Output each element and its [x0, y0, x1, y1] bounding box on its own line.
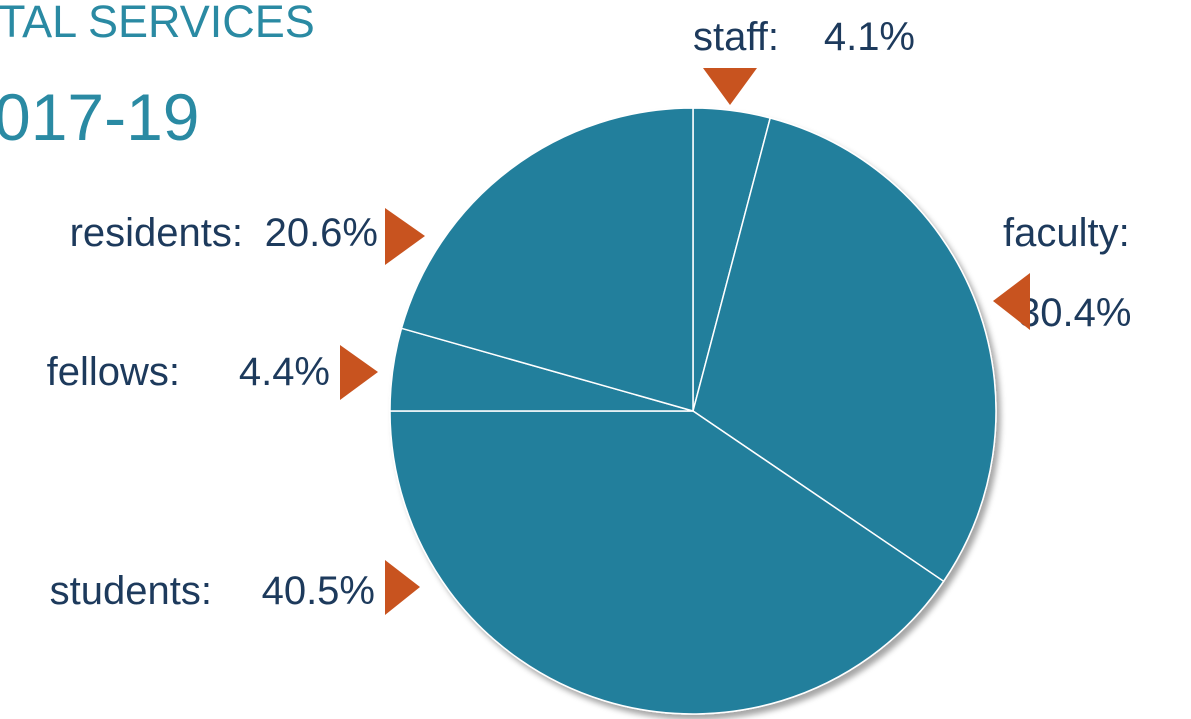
- slice-label: fellows:: [47, 350, 180, 394]
- label-arrow: [385, 208, 425, 265]
- value-label: 30.4%: [1018, 291, 1131, 335]
- slice-label: students:: [50, 569, 212, 613]
- slice-label: residents:: [70, 211, 243, 255]
- label-arrow: [703, 68, 757, 105]
- value-label: 4.4%: [239, 350, 330, 394]
- value-label: 4.1%: [824, 15, 915, 59]
- slice-label: staff:: [693, 15, 779, 59]
- pie: [389, 107, 997, 715]
- chart-subtitle: 017-19: [0, 80, 200, 154]
- pie-slice: [389, 410, 945, 715]
- pie-slice: [692, 117, 997, 583]
- label-arrow: [385, 560, 420, 615]
- value-label: 20.6%: [265, 211, 378, 255]
- chart-title: TAL SERVICES: [0, 0, 315, 47]
- label-arrow: [993, 273, 1030, 330]
- label-arrow: [340, 345, 378, 400]
- value-label: 40.5%: [262, 569, 375, 613]
- slice-label: faculty:: [1003, 211, 1130, 255]
- pie-slice: [400, 107, 694, 412]
